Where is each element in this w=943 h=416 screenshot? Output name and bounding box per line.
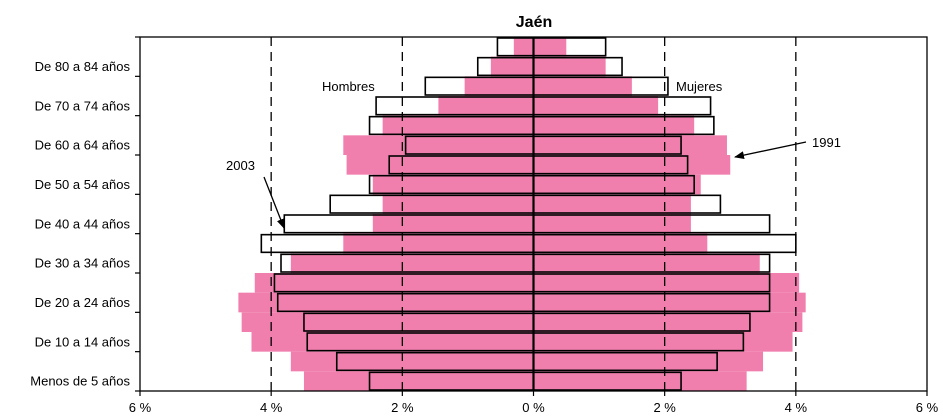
bar-1991-men (382, 194, 534, 214)
chart-title: Jaén (516, 14, 552, 31)
series-1991-bars (238, 37, 806, 391)
y-tick-label: De 20 a 24 años (35, 295, 131, 310)
y-tick-label: De 30 a 34 años (35, 256, 131, 271)
bar-1991-women (533, 76, 632, 96)
y-tick-label: De 10 a 14 años (35, 334, 131, 349)
bar-1991-men (343, 233, 534, 254)
bar-1991-women (533, 96, 659, 116)
x-tick-label: 2 % (653, 400, 676, 415)
bar-1991-women (533, 233, 708, 254)
bar-1991-women (533, 174, 701, 195)
x-tick-label: 4 % (785, 400, 808, 415)
annotations: Hombres Mujeres 2003 1991 (226, 79, 841, 229)
y-tick-label: Menos de 5 años (30, 374, 130, 389)
bar-1991-women (533, 135, 727, 155)
bar-1991-women (533, 312, 803, 332)
bar-1991-women (533, 273, 800, 293)
arrow-1991 (734, 141, 807, 160)
bar-1991-men (343, 135, 534, 155)
y-tick-label: De 40 a 44 años (35, 216, 131, 231)
y-tick-label: De 50 a 54 años (35, 177, 131, 192)
x-tick-label: 6 % (129, 400, 152, 415)
bar-1991-women (533, 351, 764, 372)
bar-1991-men (490, 56, 534, 77)
axes (135, 36, 928, 396)
x-tick-label: 2 % (391, 400, 414, 415)
bar-1991-women (533, 37, 567, 57)
x-tick-label: 6 % (916, 400, 939, 415)
arrow-2003 (263, 176, 285, 229)
x-axis-labels: 6 % 4 % 2 % 0 % 2 % 4 % 6 % (129, 400, 939, 415)
bar-1991-women (533, 371, 747, 391)
bar-1991-men (290, 351, 534, 372)
annotation-1991: 1991 (812, 135, 841, 150)
annotation-hombres: Hombres (322, 79, 375, 94)
annotation-2003: 2003 (226, 158, 255, 173)
y-tick-label: De 70 a 74 años (35, 98, 131, 113)
y-tick-label: De 80 a 84 años (35, 59, 131, 74)
bar-1991-men (346, 155, 534, 175)
bar-1991-women (533, 56, 606, 77)
x-tick-label: 4 % (260, 400, 283, 415)
bar-1991-men (303, 371, 534, 391)
bar-1991-men (251, 332, 534, 352)
y-tick-label: De 60 a 64 años (35, 138, 131, 153)
bar-1991-men (372, 174, 534, 195)
annotation-mujeres: Mujeres (676, 79, 723, 94)
bar-1991-men (290, 253, 534, 273)
bar-1991-men (254, 273, 534, 293)
bar-1991-women (533, 253, 760, 273)
bar-1991-women (533, 214, 691, 234)
bar-1991-women (533, 292, 806, 313)
bar-1991-men (382, 115, 534, 136)
bar-1991-men (241, 312, 534, 332)
bar-1991-men (438, 96, 534, 116)
bar-1991-men (372, 214, 534, 234)
bar-1991-women (533, 194, 691, 214)
bar-1991-men (513, 37, 534, 57)
y-axis-labels: Menos de 5 años De 10 a 14 años De 20 a 24… (30, 59, 130, 389)
x-tick-label: 0 % (522, 400, 545, 415)
bar-1991-men (464, 76, 534, 96)
bar-1991-women (533, 332, 793, 352)
bar-1991-women (533, 155, 731, 175)
bar-1991-men (238, 292, 534, 313)
bar-1991-women (533, 115, 695, 136)
